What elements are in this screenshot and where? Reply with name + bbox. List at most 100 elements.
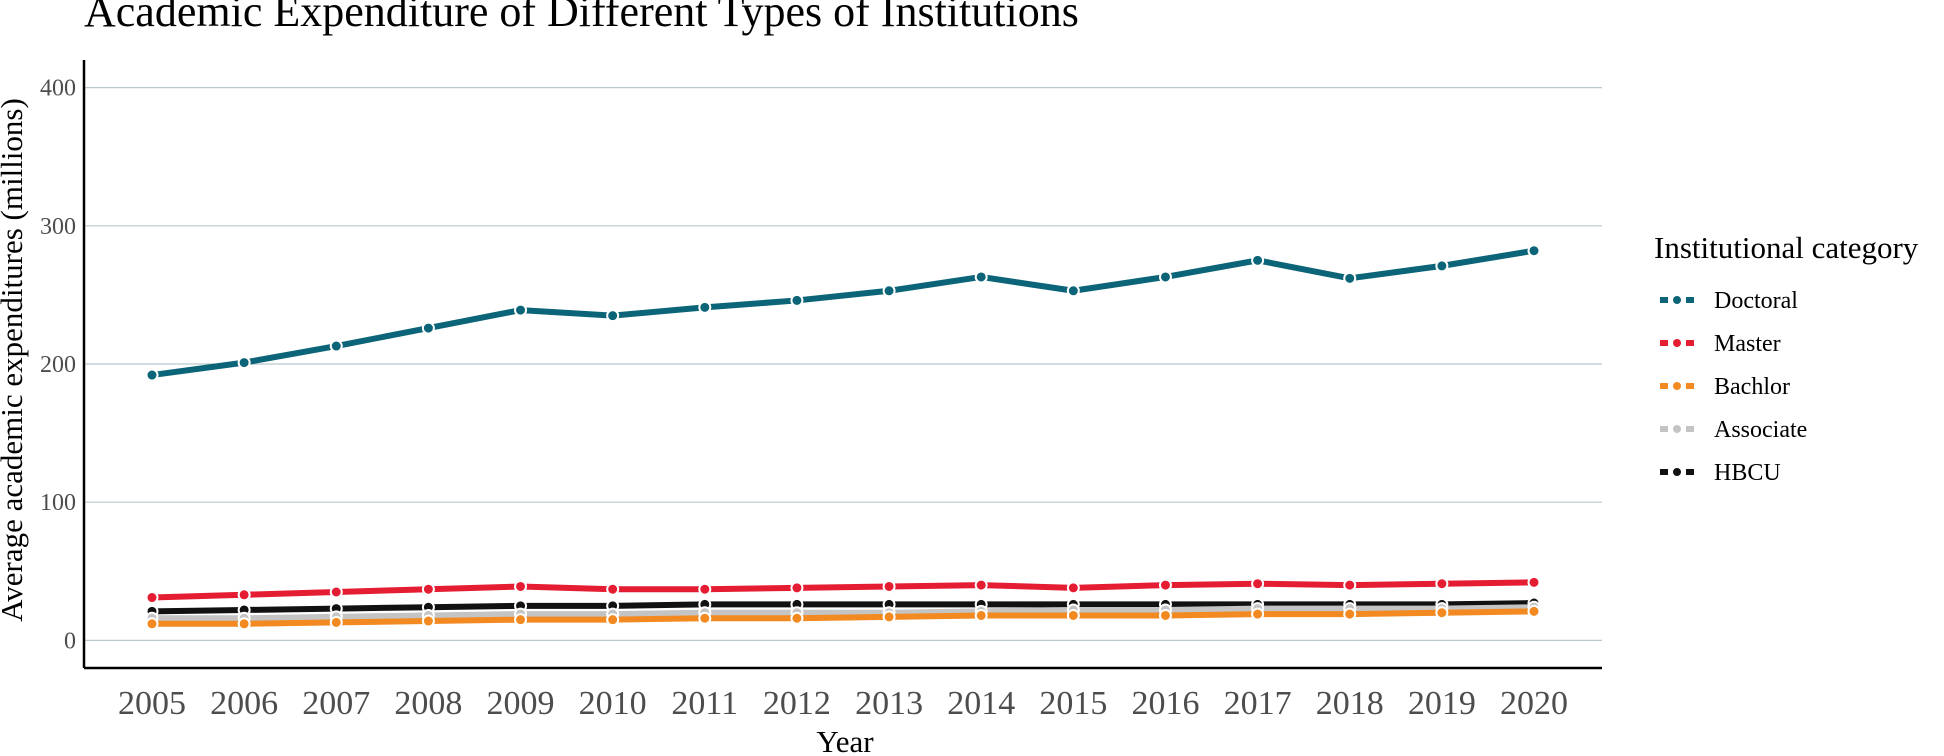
- x-tick-label: 2005: [118, 685, 186, 722]
- data-point: [329, 585, 343, 599]
- legend-marker: [1671, 337, 1683, 349]
- data-point: [606, 582, 620, 596]
- data-point: [606, 613, 620, 627]
- data-point: [237, 588, 251, 602]
- legend-marker: [1671, 466, 1683, 478]
- data-point: [1251, 607, 1265, 621]
- legend-item: Associate: [1660, 417, 1807, 443]
- legend: Institutional category Doctoral Master Bac…: [1654, 230, 1919, 486]
- series-line: [152, 604, 1535, 622]
- x-tick-label: 2010: [579, 685, 647, 722]
- data-point: [790, 611, 804, 625]
- data-point: [1527, 244, 1541, 258]
- y-tick-label: 300: [40, 214, 76, 240]
- x-tick-label: 2020: [1500, 685, 1568, 722]
- series-line: [152, 608, 1535, 627]
- x-tick-label: 2018: [1316, 685, 1384, 722]
- data-point: [1158, 608, 1172, 622]
- data-point: [1435, 577, 1449, 591]
- data-point: [514, 613, 528, 627]
- y-tick-label: 200: [40, 352, 76, 378]
- data-point: [514, 579, 528, 593]
- data-point: [790, 293, 804, 307]
- data-point: [1527, 604, 1541, 618]
- y-tick-label: 400: [40, 76, 76, 102]
- y-tick-labels: 0 100 200 300 400: [40, 76, 76, 655]
- legend-marker: [1671, 294, 1683, 306]
- data-point: [882, 610, 896, 624]
- data-point: [606, 309, 620, 323]
- legend-item: HBCU: [1660, 460, 1781, 486]
- data-point: [698, 582, 712, 596]
- x-tick-label: 2015: [1039, 685, 1107, 722]
- data-point: [974, 270, 988, 284]
- data-point: [1251, 253, 1265, 267]
- x-tick-label: 2019: [1408, 685, 1476, 722]
- series-doctoral: [145, 244, 1541, 382]
- data-point: [974, 578, 988, 592]
- legend-item: Master: [1660, 331, 1781, 357]
- x-tick-labels: 2005 2006 2007 2008 2009 2010 2011 2012 2013 2014…: [118, 685, 1568, 722]
- data-point: [421, 582, 435, 596]
- y-tick-label: 100: [40, 490, 76, 516]
- data-point: [1343, 271, 1357, 285]
- data-point: [1066, 284, 1080, 298]
- axes: [82, 60, 1602, 670]
- data-point: [421, 614, 435, 628]
- series-line: [151, 579, 1535, 601]
- data-point: [1343, 607, 1357, 621]
- x-tick-label: 2009: [487, 685, 555, 722]
- data-point: [1066, 608, 1080, 622]
- data-point: [1343, 578, 1357, 592]
- legend-label: Master: [1714, 331, 1781, 357]
- x-tick-label: 2007: [302, 685, 370, 722]
- legend-marker: [1671, 423, 1683, 435]
- legend-item: Bachlor: [1660, 374, 1790, 400]
- x-axis-title: Year: [816, 724, 874, 756]
- chart-title: Academic Expenditure of Different Types …: [84, 0, 1079, 36]
- series-lines: [145, 244, 1541, 631]
- data-point: [237, 356, 251, 370]
- x-tick-label: 2014: [947, 685, 1015, 722]
- gridlines: [84, 87, 1602, 641]
- data-point: [882, 284, 896, 298]
- data-point: [1251, 577, 1265, 591]
- data-point: [790, 581, 804, 595]
- data-point: [1066, 581, 1080, 595]
- data-point: [882, 579, 896, 593]
- data-point: [514, 303, 528, 317]
- legend-title: Institutional category: [1654, 230, 1919, 265]
- x-tick-label: 2011: [671, 685, 738, 722]
- series-bachlor: [145, 604, 1541, 631]
- data-point: [145, 617, 159, 631]
- x-tick-label: 2006: [210, 685, 278, 722]
- x-tick-label: 2012: [763, 685, 831, 722]
- legend-label: Associate: [1714, 417, 1807, 443]
- data-point: [1158, 270, 1172, 284]
- data-point: [421, 321, 435, 335]
- x-tick-label: 2017: [1224, 685, 1292, 722]
- data-point: [1158, 578, 1172, 592]
- x-tick-label: 2016: [1131, 685, 1199, 722]
- x-tick-label: 2008: [394, 685, 462, 722]
- data-point: [329, 339, 343, 353]
- data-point: [974, 608, 988, 622]
- series-line: [151, 600, 1535, 615]
- data-point: [1527, 575, 1541, 589]
- x-tick-label: 2013: [855, 685, 923, 722]
- legend-label: Doctoral: [1714, 288, 1798, 314]
- series-master: [145, 575, 1541, 605]
- y-axis-title: Average academic expenditures (millions): [0, 98, 29, 622]
- y-tick-label: 0: [64, 628, 76, 654]
- data-point: [698, 611, 712, 625]
- legend-items: Doctoral Master Bachlor Associate HBCU: [1660, 288, 1807, 486]
- legend-item: Doctoral: [1660, 288, 1798, 314]
- series-line: [151, 247, 1535, 379]
- legend-label: HBCU: [1714, 460, 1781, 486]
- data-point: [145, 368, 159, 382]
- data-point: [237, 617, 251, 631]
- data-point: [145, 591, 159, 605]
- data-point: [1435, 606, 1449, 620]
- legend-marker: [1671, 380, 1683, 392]
